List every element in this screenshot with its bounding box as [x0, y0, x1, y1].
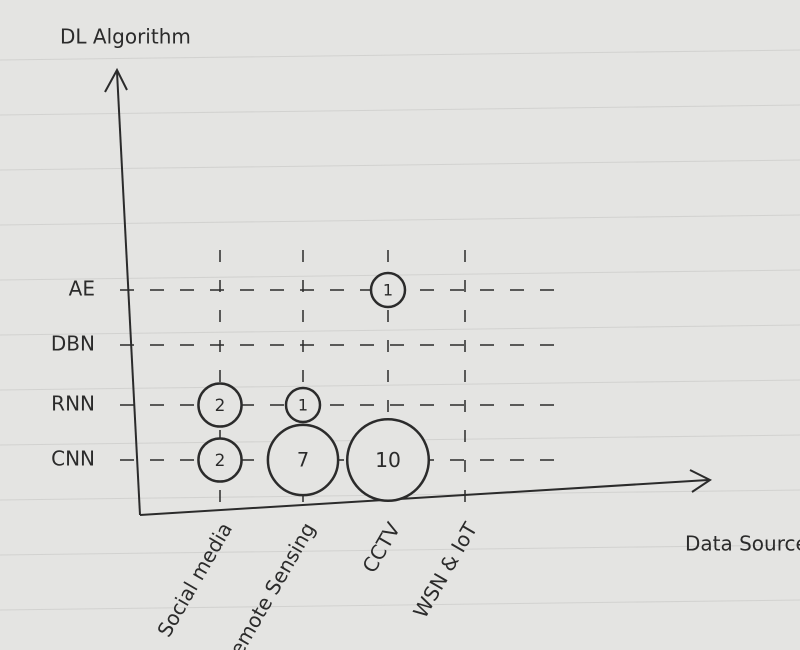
- y-tick-label: DBN: [51, 332, 95, 356]
- bubble-label: 2: [215, 395, 226, 415]
- bubble-label: 1: [383, 281, 393, 300]
- bubble: [197, 437, 243, 483]
- bubble: [345, 417, 431, 503]
- x-tick-label: Remote Sensing: [218, 518, 320, 650]
- y-axis-title: DL Algorithm: [60, 25, 191, 49]
- x-axis-title: Data Source: [685, 532, 800, 556]
- bubble: [266, 423, 340, 497]
- bubble-label: 7: [297, 449, 309, 472]
- bubble-label: 2: [215, 450, 226, 470]
- y-tick-label: CNN: [51, 447, 95, 471]
- bubble: [197, 382, 243, 428]
- bubble-label: 1: [298, 396, 308, 415]
- x-tick-label: Social media: [152, 518, 237, 641]
- y-tick-label: AE: [69, 277, 95, 301]
- y-tick-label: RNN: [51, 392, 95, 416]
- bubble-label: 10: [375, 448, 401, 472]
- x-tick-label: CCTV: [357, 518, 405, 577]
- x-tick-label: WSN & IoT: [408, 518, 482, 623]
- bubble: [284, 386, 322, 424]
- bubble: [369, 271, 407, 309]
- axes: [104, 67, 712, 516]
